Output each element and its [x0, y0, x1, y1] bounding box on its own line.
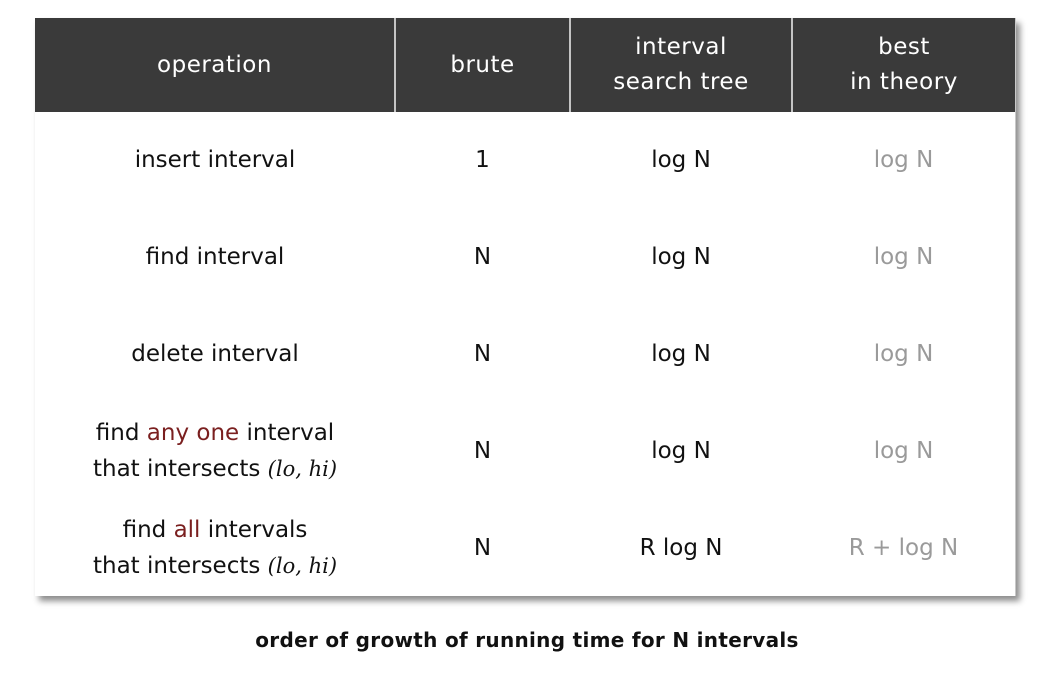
math-expression: (lo, hi)	[267, 456, 338, 481]
header-best-in-theory: best in theory	[791, 18, 1015, 112]
brute-cell: N	[473, 340, 492, 367]
math-expression: (lo, hi)	[267, 553, 338, 578]
operation-line-1: find any one interval	[95, 419, 335, 446]
theory-cell: R + log N	[848, 534, 959, 561]
brute-cell: N	[473, 437, 492, 464]
table-caption: order of growth of running time for N in…	[255, 628, 799, 652]
operation-line-1: find all intervals	[122, 516, 308, 543]
table-row: find all intervals that intersects (lo, …	[35, 499, 1015, 596]
operation-cell: insert interval	[134, 147, 296, 174]
brute-cell: N	[473, 244, 492, 271]
tree-cell: log N	[651, 437, 711, 464]
comparison-table-card: operation brute interval search tree bes…	[35, 18, 1016, 596]
theory-cell: log N	[873, 340, 934, 367]
operation-cell: find all intervals that intersects (lo, …	[35, 499, 395, 596]
header-operation: operation	[35, 18, 395, 112]
tree-cell: log N	[651, 244, 711, 271]
table-row: delete interval N log N log N	[35, 306, 1015, 403]
operation-cell: find interval	[145, 244, 285, 271]
table-row: insert interval 1 log N log N	[35, 112, 1015, 209]
tree-cell: log N	[651, 147, 711, 174]
tree-cell: log N	[651, 340, 711, 367]
operation-line-2: that intersects (lo, hi)	[92, 552, 338, 579]
header-interval-search-tree: interval search tree	[569, 18, 792, 112]
header-brute: brute	[394, 18, 570, 112]
comparison-table: operation brute interval search tree bes…	[35, 18, 1015, 596]
emphasis-text: all	[173, 516, 201, 543]
brute-cell: N	[473, 534, 492, 561]
header-row: operation brute interval search tree bes…	[35, 18, 1015, 112]
theory-cell: log N	[873, 244, 934, 271]
table-row: find interval N log N log N	[35, 209, 1015, 306]
emphasis-text: any one	[146, 419, 240, 446]
tree-cell: R log N	[639, 534, 723, 561]
operation-cell: find any one interval that intersects (l…	[35, 402, 395, 499]
theory-cell: log N	[873, 147, 934, 174]
theory-cell: log N	[873, 437, 934, 464]
table-row: find any one interval that intersects (l…	[35, 402, 1015, 499]
brute-cell: 1	[475, 147, 490, 174]
operation-cell: delete interval	[131, 340, 299, 367]
operation-line-2: that intersects (lo, hi)	[92, 455, 338, 482]
